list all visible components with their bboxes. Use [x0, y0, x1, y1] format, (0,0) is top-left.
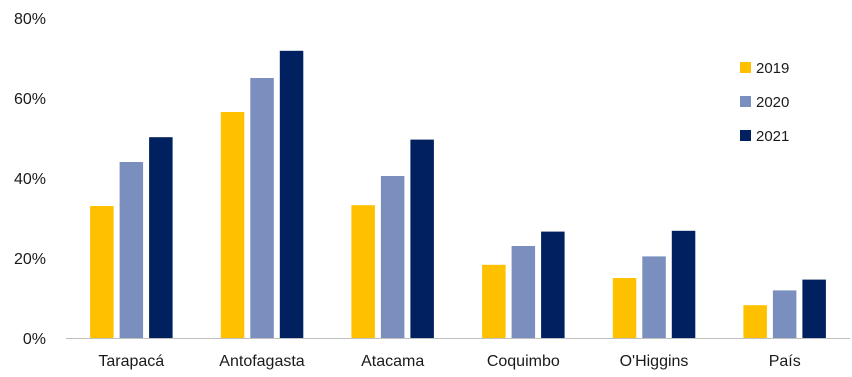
legend-swatch-2020 — [740, 96, 751, 107]
legend-label: 2019 — [756, 60, 789, 77]
x-category-label: O'Higgins — [620, 353, 689, 370]
bar-2021-3 — [541, 231, 565, 338]
category-labels: Tarapacá Antofagasta Atacama Coquimbo O'Higg… — [98, 353, 800, 370]
x-category-label: Antofagasta — [219, 353, 305, 370]
bar-2020-2 — [380, 176, 405, 338]
bar-2020-4 — [642, 256, 666, 338]
y-axis-ticks: 0% 20% 40% 60% 80% — [14, 11, 46, 348]
bar-2019-2 — [351, 205, 375, 338]
x-category-label: Tarapacá — [98, 353, 164, 370]
bar-2021-0 — [149, 137, 173, 338]
bars — [90, 50, 826, 339]
bar-2021-4 — [671, 230, 696, 338]
bar-2021-5 — [802, 279, 826, 338]
y-tick-label: 40% — [14, 171, 46, 188]
bar-2020-1 — [250, 78, 274, 338]
bar-2019-4 — [612, 278, 637, 338]
bar-2021-1 — [279, 50, 304, 339]
legend: 2019 2020 2021 — [740, 60, 789, 145]
x-category-label: País — [769, 353, 801, 370]
y-tick-label: 20% — [14, 251, 46, 268]
bar-2021-2 — [410, 139, 434, 338]
legend-swatch-2021 — [740, 130, 751, 141]
legend-swatch-2019 — [740, 62, 751, 73]
bar-2019-0 — [90, 206, 114, 338]
bar-2020-5 — [772, 290, 797, 338]
bar-2019-5 — [743, 305, 767, 338]
bar-2020-0 — [119, 162, 144, 338]
bar-2019-1 — [220, 112, 245, 338]
y-tick-label: 0% — [23, 331, 46, 348]
x-category-label: Atacama — [361, 353, 424, 370]
legend-label: 2021 — [756, 128, 789, 145]
y-tick-label: 80% — [14, 11, 46, 28]
bar-2019-3 — [482, 264, 506, 338]
bar-2020-3 — [511, 246, 536, 338]
y-tick-label: 60% — [14, 91, 46, 108]
legend-label: 2020 — [756, 94, 789, 111]
x-category-label: Coquimbo — [487, 353, 560, 370]
